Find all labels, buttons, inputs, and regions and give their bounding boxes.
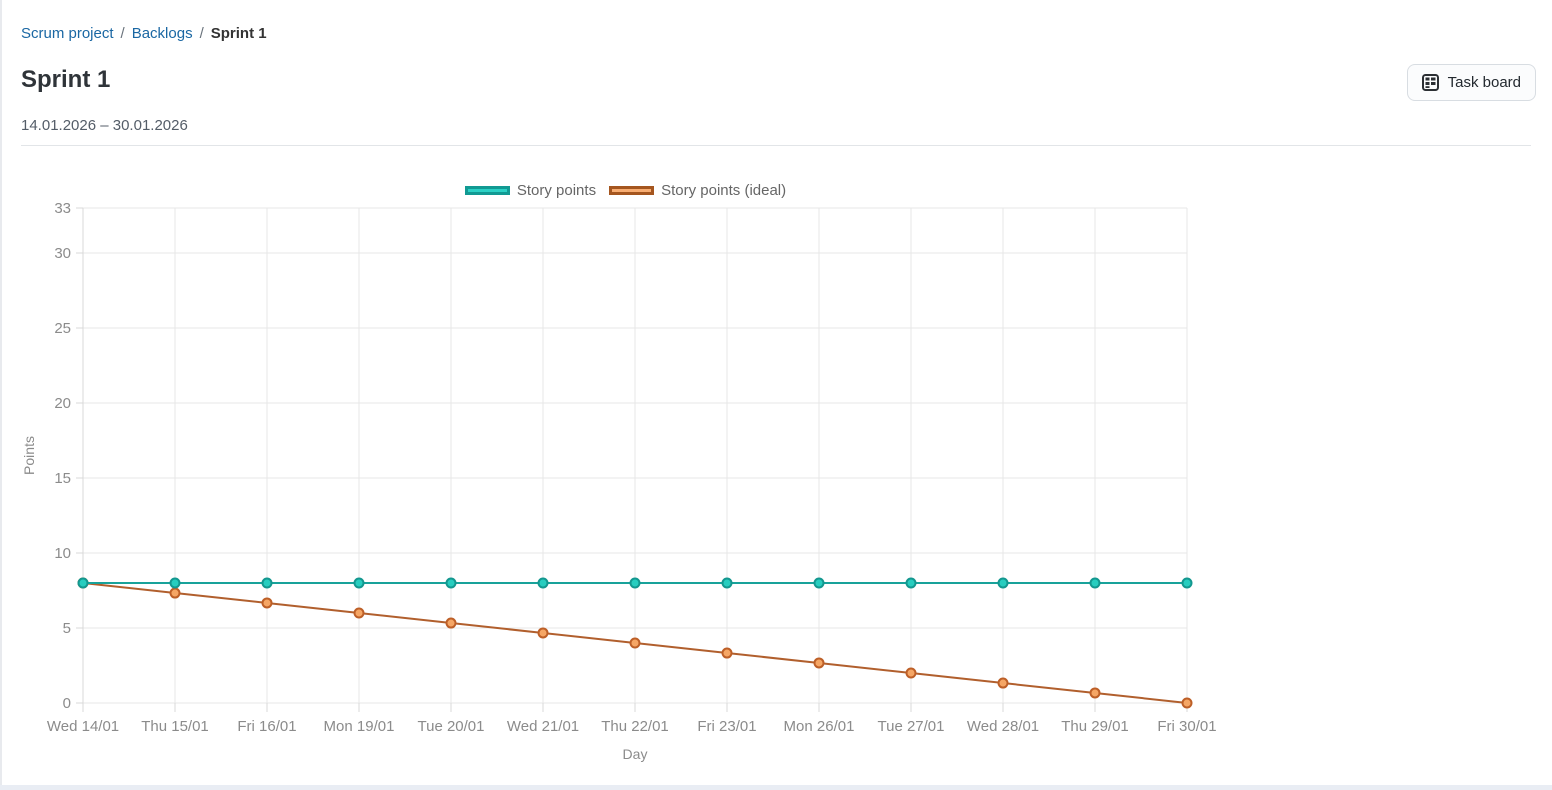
svg-text:0: 0: [63, 695, 71, 712]
chart-legend: Story points Story points (ideal): [21, 182, 1230, 199]
svg-text:Fri 30/01: Fri 30/01: [1157, 718, 1216, 735]
page-title: Sprint 1: [21, 66, 111, 93]
svg-text:20: 20: [54, 395, 71, 412]
svg-text:Mon 26/01: Mon 26/01: [784, 718, 855, 735]
breadcrumb-current-sprint: Sprint 1: [210, 25, 267, 42]
svg-text:Day: Day: [623, 746, 648, 762]
svg-text:Fri 23/01: Fri 23/01: [697, 718, 756, 735]
svg-text:Thu 15/01: Thu 15/01: [141, 718, 209, 735]
svg-text:10: 10: [54, 545, 71, 562]
svg-text:15: 15: [54, 470, 71, 487]
svg-text:Points: Points: [21, 436, 37, 475]
burndown-chart: 0 5 10 15 20 25 30 33 Wed 14/01 Thu 15/01 Fri 16/0…: [21, 200, 1217, 762]
legend-label-story-points: Story points: [516, 182, 597, 199]
svg-text:Thu 29/01: Thu 29/01: [1061, 718, 1129, 735]
svg-text:25: 25: [54, 320, 71, 337]
breadcrumb: Scrum project / Backlogs / Sprint 1: [21, 25, 267, 42]
svg-text:Wed 21/01: Wed 21/01: [507, 718, 579, 735]
horizontal-scrollbar-track[interactable]: [0, 785, 1552, 790]
legend-swatch-story-points: [464, 186, 510, 195]
legend-item-story-points-ideal[interactable]: Story points (ideal): [609, 182, 786, 199]
svg-text:5: 5: [63, 620, 71, 637]
task-board-button-label: Task board: [1447, 74, 1521, 91]
header-divider: [21, 145, 1531, 146]
svg-text:Tue 20/01: Tue 20/01: [418, 718, 485, 735]
svg-text:Mon 19/01: Mon 19/01: [324, 718, 395, 735]
sprint-date-range: 14.01.2026 – 30.01.2026: [21, 117, 188, 134]
svg-text:Wed 28/01: Wed 28/01: [967, 718, 1039, 735]
svg-text:Fri 16/01: Fri 16/01: [237, 718, 296, 735]
task-board-icon: [1421, 74, 1439, 91]
svg-text:30: 30: [54, 245, 71, 262]
svg-text:Wed 14/01: Wed 14/01: [47, 718, 119, 735]
page-left-edge: [0, 0, 2, 785]
svg-text:Tue 27/01: Tue 27/01: [878, 718, 945, 735]
legend-label-story-points-ideal: Story points (ideal): [661, 182, 787, 199]
breadcrumb-separator: /: [199, 25, 204, 42]
task-board-button[interactable]: Task board: [1406, 64, 1536, 101]
breadcrumb-link-backlogs[interactable]: Backlogs: [131, 25, 193, 42]
svg-text:Thu 22/01: Thu 22/01: [601, 718, 669, 735]
breadcrumb-link-scrum-project[interactable]: Scrum project: [21, 25, 114, 42]
breadcrumb-separator: /: [120, 25, 125, 42]
legend-item-story-points[interactable]: Story points: [464, 182, 597, 199]
svg-text:33: 33: [54, 200, 71, 217]
legend-swatch-story-points-ideal: [609, 186, 655, 195]
